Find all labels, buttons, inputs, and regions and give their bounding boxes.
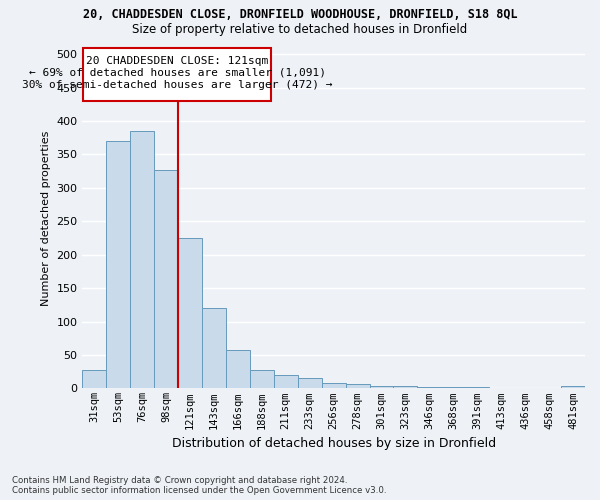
Bar	[442, 387, 465, 388]
FancyBboxPatch shape	[83, 48, 271, 101]
Bar	[298, 378, 322, 388]
Y-axis label: Number of detached properties: Number of detached properties	[41, 130, 50, 306]
Bar	[178, 238, 202, 388]
Text: 30% of semi-detached houses are larger (472) →: 30% of semi-detached houses are larger (…	[22, 80, 332, 90]
Bar	[394, 386, 418, 388]
Bar	[130, 131, 154, 388]
Bar	[465, 387, 489, 388]
Bar	[418, 387, 442, 388]
Bar	[250, 370, 274, 388]
Text: ← 69% of detached houses are smaller (1,091): ← 69% of detached houses are smaller (1,…	[29, 68, 326, 78]
Bar	[226, 350, 250, 389]
Text: Contains HM Land Registry data © Crown copyright and database right 2024.
Contai: Contains HM Land Registry data © Crown c…	[12, 476, 386, 495]
Text: 20 CHADDESDEN CLOSE: 121sqm: 20 CHADDESDEN CLOSE: 121sqm	[86, 56, 269, 66]
Text: Size of property relative to detached houses in Dronfield: Size of property relative to detached ho…	[133, 22, 467, 36]
Text: 20, CHADDESDEN CLOSE, DRONFIELD WOODHOUSE, DRONFIELD, S18 8QL: 20, CHADDESDEN CLOSE, DRONFIELD WOODHOUS…	[83, 8, 517, 20]
Bar	[370, 386, 394, 388]
Bar	[202, 308, 226, 388]
Bar	[561, 386, 585, 388]
Bar	[106, 141, 130, 388]
Bar	[346, 384, 370, 388]
X-axis label: Distribution of detached houses by size in Dronfield: Distribution of detached houses by size …	[172, 437, 496, 450]
Bar	[322, 383, 346, 388]
Bar	[82, 370, 106, 388]
Bar	[274, 375, 298, 388]
Bar	[154, 170, 178, 388]
